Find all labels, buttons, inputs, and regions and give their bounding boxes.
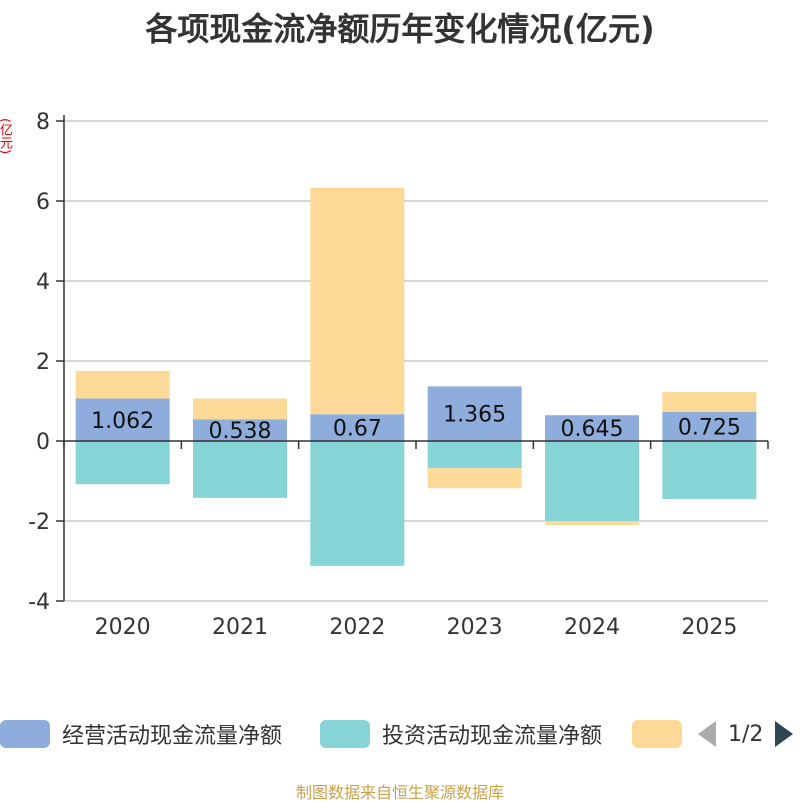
legend-pager: 1/2 — [698, 716, 794, 752]
bar-2-2021 — [193, 441, 287, 498]
legend: 经营活动现金流量净额 投资活动现金流量净额 1/2 — [0, 716, 800, 756]
data-label: 0.645 — [561, 417, 624, 442]
bar-2-2022 — [310, 441, 405, 566]
x-tick-label: 2024 — [564, 615, 620, 640]
legend-swatch — [632, 720, 682, 748]
x-tick-label: 2022 — [329, 615, 385, 640]
y-tick-label: 0 — [36, 430, 50, 455]
bar-2-2025 — [662, 441, 757, 499]
y-tick-label: -4 — [28, 590, 50, 615]
bar-3-2024 — [545, 521, 639, 525]
bar-2-2024 — [545, 441, 639, 521]
pager-prev-icon[interactable] — [698, 721, 716, 747]
bar-1-2020 — [75, 398, 170, 441]
bar-2-2020 — [75, 441, 170, 485]
y-tick-label: 2 — [36, 350, 50, 375]
x-tick-label: 2020 — [95, 615, 151, 640]
y-tick-label: 6 — [36, 190, 50, 215]
data-label: 0.725 — [678, 416, 741, 441]
legend-label: 投资活动现金流量净额 — [382, 724, 603, 749]
y-tick-label: 4 — [36, 270, 50, 295]
bar-3-2022 — [310, 187, 405, 415]
x-tick-label: 2023 — [447, 615, 503, 640]
data-label: 1.365 — [443, 403, 506, 428]
pager-text: 1/2 — [728, 721, 764, 747]
legend-swatch — [0, 720, 50, 748]
legend-item-investing[interactable]: 投资活动现金流量净额 — [320, 716, 602, 752]
legend-label: 经营活动现金流量净额 — [62, 724, 283, 749]
bar-3-2025 — [662, 392, 757, 412]
bar-3-2021 — [193, 398, 287, 420]
chart-title: 各项现金流净额历年变化情况(亿元) — [145, 10, 655, 48]
bar-1-2024 — [545, 415, 639, 441]
data-label: 1.062 — [91, 409, 154, 434]
x-tick-label: 2021 — [212, 615, 268, 640]
bar-2-2023 — [427, 441, 522, 469]
y-tick-label: -2 — [28, 510, 50, 535]
bar-3-2020 — [75, 370, 170, 399]
legend-item-financing[interactable] — [632, 716, 682, 752]
data-label: 0.538 — [209, 419, 272, 444]
bar-1-2021 — [193, 419, 287, 441]
bar-1-2022 — [310, 414, 405, 441]
bar-3-2023 — [427, 468, 522, 489]
data-label: 0.67 — [333, 417, 382, 442]
y-tick-label: 8 — [36, 110, 50, 135]
bar-1-2023 — [427, 386, 522, 441]
bar-1-2025 — [662, 412, 757, 441]
legend-item-operating[interactable]: 经营活动现金流量净额 — [0, 716, 282, 752]
data-source-note: 制图数据来自恒生聚源数据库 — [295, 783, 504, 802]
legend-swatch — [320, 720, 370, 748]
y-axis-label: (亿元) — [0, 118, 12, 155]
pager-next-icon[interactable] — [775, 721, 794, 747]
chart-plot: -4 -2 0 2 4 6 8 1.062 0.538 0.67 1.365 0.645 0.725 20… — [28, 110, 769, 640]
x-tick-label: 2025 — [681, 615, 737, 640]
